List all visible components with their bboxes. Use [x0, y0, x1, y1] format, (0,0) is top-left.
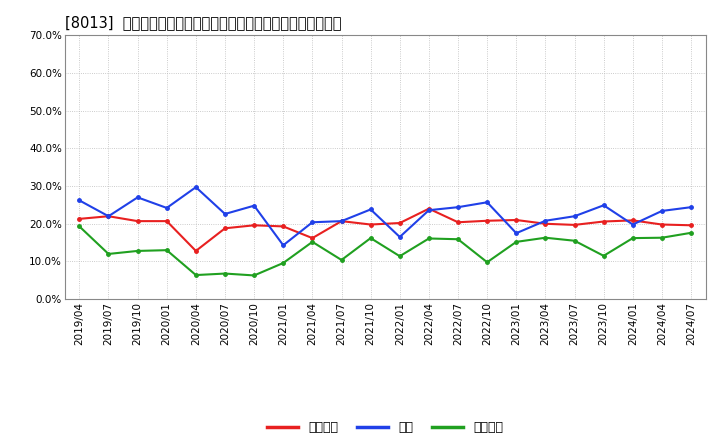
Legend: 売上債権, 在庫, 買入債務: 売上債権, 在庫, 買入債務	[262, 416, 508, 439]
Text: [8013]  売上債権、在庫、買入債務の総資産に対する比率の推移: [8013] 売上債権、在庫、買入債務の総資産に対する比率の推移	[65, 15, 341, 30]
